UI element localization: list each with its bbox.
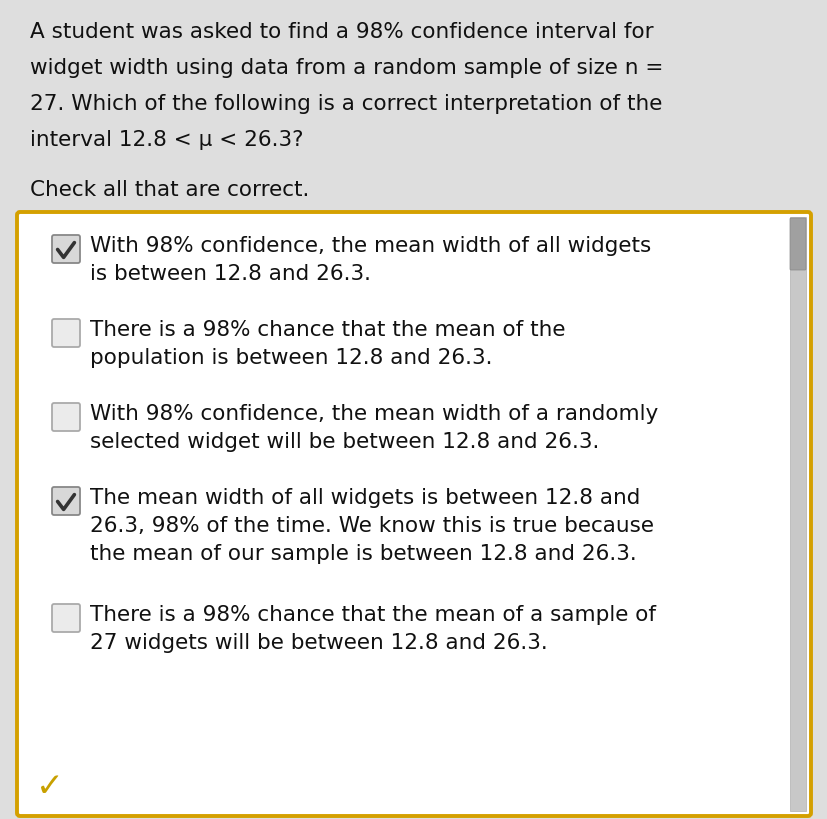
FancyBboxPatch shape	[789, 219, 805, 270]
Bar	[789, 218, 805, 811]
FancyBboxPatch shape	[52, 319, 80, 347]
FancyBboxPatch shape	[52, 604, 80, 632]
FancyBboxPatch shape	[17, 213, 810, 816]
FancyBboxPatch shape	[52, 236, 80, 264]
Text: 27. Which of the following is a correct interpretation of the: 27. Which of the following is a correct …	[30, 94, 662, 114]
Text: There is a 98% chance that the mean of a sample of
27 widgets will be between 12: There is a 98% chance that the mean of a…	[90, 604, 655, 652]
Text: With 98% confidence, the mean width of a randomly
selected widget will be betwee: With 98% confidence, the mean width of a…	[90, 404, 657, 451]
Text: Check all that are correct.: Check all that are correct.	[30, 180, 309, 200]
Text: A student was asked to find a 98% confidence interval for: A student was asked to find a 98% confid…	[30, 22, 653, 42]
FancyBboxPatch shape	[52, 404, 80, 432]
Text: The mean width of all widgets is between 12.8 and
26.3, 98% of the time. We know: The mean width of all widgets is between…	[90, 487, 653, 563]
Text: interval 12.8 < μ < 26.3?: interval 12.8 < μ < 26.3?	[30, 130, 304, 150]
Text: widget width using data from a random sample of size n =: widget width using data from a random sa…	[30, 58, 662, 78]
Text: ✓: ✓	[36, 769, 64, 802]
Text: There is a 98% chance that the mean of the
population is between 12.8 and 26.3.: There is a 98% chance that the mean of t…	[90, 319, 565, 368]
FancyBboxPatch shape	[52, 487, 80, 515]
Text: With 98% confidence, the mean width of all widgets
is between 12.8 and 26.3.: With 98% confidence, the mean width of a…	[90, 236, 651, 283]
